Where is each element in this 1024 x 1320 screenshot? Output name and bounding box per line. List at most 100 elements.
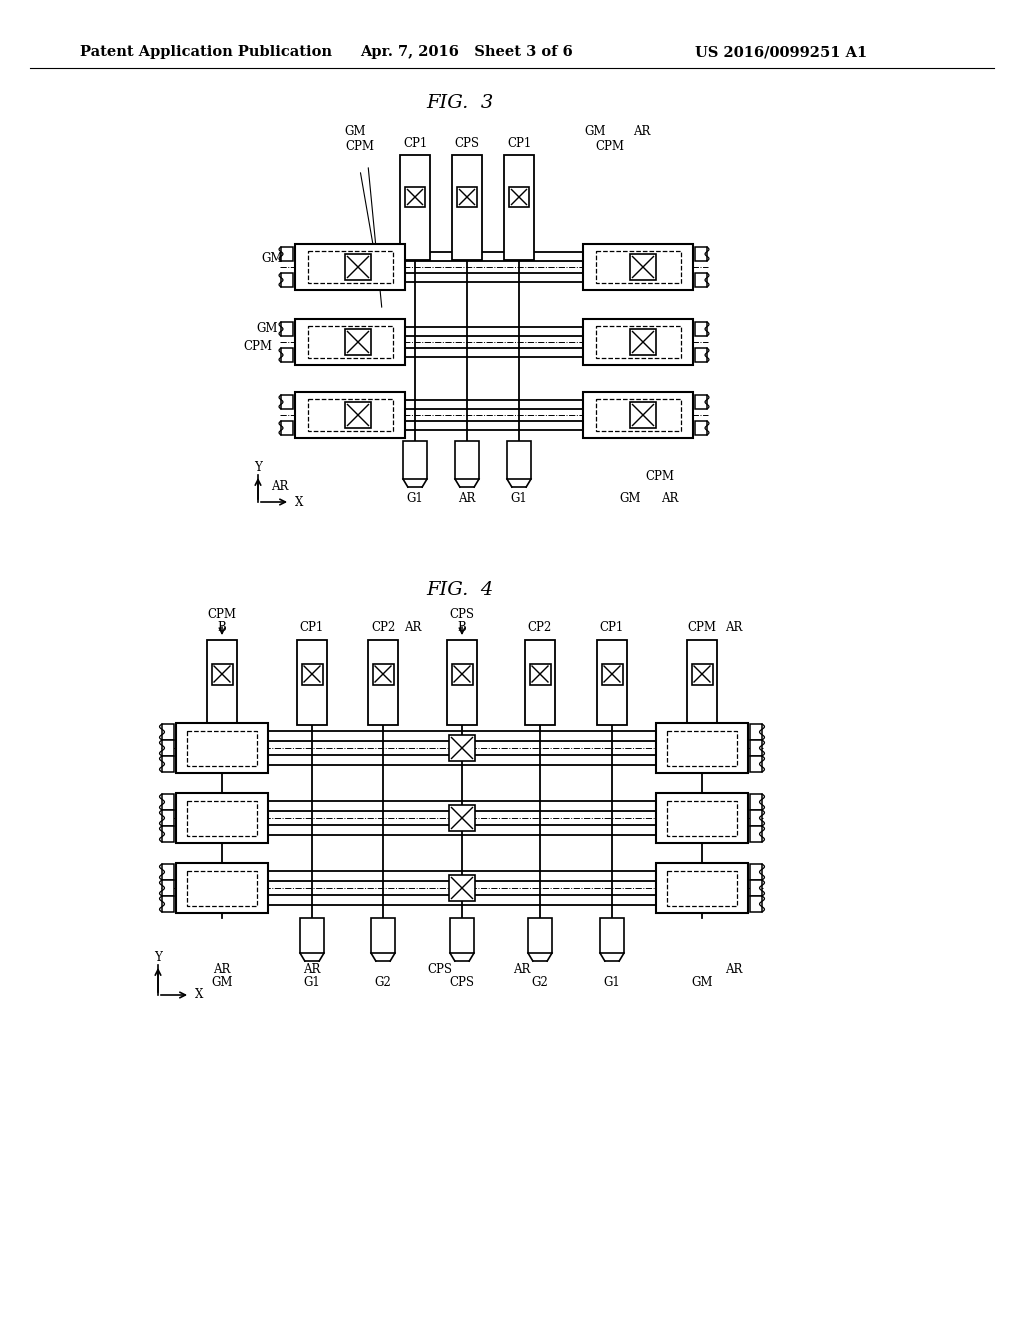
Bar [449, 805, 475, 832]
Text: FIG.  4: FIG. 4 [426, 581, 494, 599]
Bar [307, 399, 392, 432]
Bar [750, 741, 762, 756]
Bar [345, 403, 371, 428]
Text: CPS: CPS [427, 964, 453, 975]
Bar [525, 640, 555, 725]
Text: GM: GM [211, 975, 232, 989]
Text: CP2: CP2 [371, 620, 395, 634]
Bar [750, 795, 762, 810]
Text: X: X [195, 989, 204, 1002]
Bar [455, 441, 479, 479]
Bar [406, 187, 425, 207]
Text: FIG.  3: FIG. 3 [426, 94, 494, 112]
Bar [630, 253, 656, 280]
Bar [307, 326, 392, 358]
Text: AR: AR [303, 964, 321, 975]
Bar [528, 917, 552, 953]
Text: AR: AR [404, 620, 422, 634]
Text: CPS: CPS [450, 609, 474, 620]
Bar [750, 810, 762, 826]
Bar [162, 880, 174, 896]
Text: GM: GM [261, 252, 283, 265]
Text: GM: GM [620, 492, 641, 506]
Bar [600, 917, 624, 953]
Text: B: B [458, 620, 466, 634]
Text: CP1: CP1 [600, 620, 624, 634]
Text: Y: Y [154, 950, 162, 964]
Text: CP1: CP1 [300, 620, 325, 634]
Bar [212, 664, 232, 685]
Bar [450, 917, 474, 953]
Bar [281, 322, 293, 337]
Bar [597, 640, 627, 725]
Bar [596, 326, 681, 358]
Bar [504, 154, 534, 260]
Bar [687, 640, 717, 725]
Text: Apr. 7, 2016   Sheet 3 of 6: Apr. 7, 2016 Sheet 3 of 6 [360, 45, 572, 59]
Bar [162, 896, 174, 912]
Bar [750, 826, 762, 842]
Bar [281, 247, 293, 261]
Bar [695, 322, 707, 337]
Bar [691, 664, 713, 685]
Bar [373, 664, 393, 685]
Bar [750, 880, 762, 896]
Bar [345, 253, 371, 280]
Bar [207, 640, 237, 725]
Bar [187, 730, 257, 766]
Bar [297, 640, 327, 725]
Bar [295, 392, 406, 438]
Text: CPM: CPM [687, 620, 717, 634]
Bar [601, 664, 623, 685]
Text: CPM: CPM [596, 140, 625, 153]
Bar [162, 723, 174, 741]
Bar [507, 441, 531, 479]
Text: GM: GM [256, 322, 278, 335]
Text: G1: G1 [603, 975, 621, 989]
Bar [301, 664, 323, 685]
Text: G2: G2 [531, 975, 549, 989]
Bar [162, 795, 174, 810]
Bar [400, 154, 430, 260]
Text: CP1: CP1 [402, 137, 427, 150]
Text: AR: AR [459, 492, 476, 506]
Bar [750, 756, 762, 772]
Bar [695, 273, 707, 286]
Text: CPM: CPM [208, 609, 237, 620]
Bar [750, 896, 762, 912]
Bar [449, 875, 475, 902]
Bar [695, 395, 707, 409]
Text: CP1: CP1 [507, 137, 531, 150]
Bar [667, 870, 737, 906]
Bar [509, 187, 529, 207]
Text: CPS: CPS [450, 975, 474, 989]
Bar [596, 399, 681, 432]
Bar [371, 917, 395, 953]
Text: G1: G1 [511, 492, 527, 506]
Bar [281, 421, 293, 436]
Bar [667, 730, 737, 766]
Bar [457, 187, 477, 207]
Text: AR: AR [213, 964, 230, 975]
Text: AR: AR [513, 964, 530, 975]
Text: Y: Y [254, 461, 262, 474]
Text: G1: G1 [304, 975, 321, 989]
Text: B: B [218, 620, 226, 634]
Text: CPM: CPM [243, 341, 272, 352]
Bar [750, 865, 762, 880]
Text: CP2: CP2 [528, 620, 552, 634]
Bar [162, 865, 174, 880]
Text: US 2016/0099251 A1: US 2016/0099251 A1 [695, 45, 867, 59]
Bar [452, 154, 482, 260]
Bar [452, 664, 472, 685]
Text: AR: AR [271, 480, 289, 492]
Text: X: X [295, 495, 303, 508]
Bar [187, 800, 257, 836]
Text: AR: AR [725, 964, 742, 975]
Text: CPS: CPS [455, 137, 479, 150]
Bar [162, 810, 174, 826]
Bar [695, 348, 707, 362]
Bar [295, 319, 406, 366]
Bar [583, 244, 693, 290]
Bar [368, 640, 398, 725]
